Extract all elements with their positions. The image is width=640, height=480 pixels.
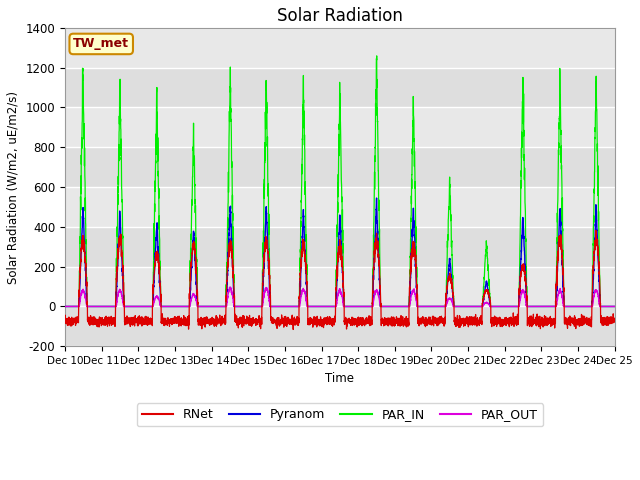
Legend: RNet, Pyranom, PAR_IN, PAR_OUT: RNet, Pyranom, PAR_IN, PAR_OUT [137, 404, 543, 426]
X-axis label: Time: Time [325, 372, 355, 384]
Bar [65, 68, 615, 108]
Title: Solar Radiation: Solar Radiation [277, 7, 403, 25]
Y-axis label: Solar Radiation (W/m2, uE/m2/s): Solar Radiation (W/m2, uE/m2/s) [7, 91, 20, 284]
Bar [65, 227, 615, 267]
Bar [65, 147, 615, 187]
Bar [65, 306, 615, 346]
Text: TW_met: TW_met [73, 37, 129, 50]
